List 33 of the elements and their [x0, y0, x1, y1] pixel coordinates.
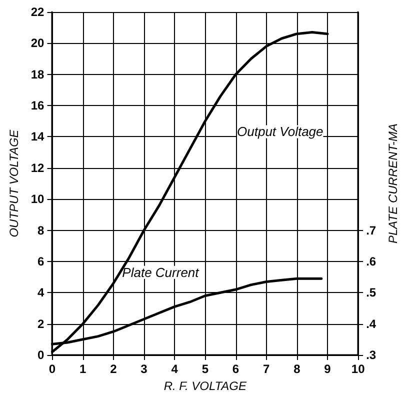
x-tick-label: 9 [324, 362, 332, 376]
y2-tick-label: .6 [366, 254, 376, 268]
x-tick-label: 10 [351, 362, 366, 376]
x-axis-title: R. F. VOLTAGE [164, 378, 248, 393]
y2-tick-label: .7 [366, 223, 376, 238]
annotation: Plate Current [122, 264, 200, 280]
y-axis-title: OUTPUT VOLTAGE [7, 128, 21, 238]
y-tick-label: 16 [30, 98, 45, 113]
y2-tick-label: .3 [366, 348, 376, 362]
x-tick-label: 2 [110, 362, 118, 376]
y-tick-label: 10 [30, 192, 45, 206]
x-tick-label: 8 [294, 362, 301, 376]
y-tick-label: 12 [30, 160, 45, 175]
y2-tick-label: .5 [366, 286, 376, 300]
y-tick-label: 4 [38, 286, 45, 300]
y-tick-label: 18 [30, 67, 45, 82]
x-tick-label: 0 [48, 362, 56, 376]
y-tick-label: 8 [38, 223, 45, 238]
y-tick-label: 14 [30, 130, 45, 144]
y-tick-label: 6 [38, 254, 45, 268]
y-tick-label: 22 [30, 5, 45, 19]
y2-tick-label: .4 [366, 316, 376, 331]
y2-axis-title: PLATE CURRENT-MA [386, 123, 400, 244]
y-tick-label: 20 [30, 36, 45, 50]
annotation: Output Voltage [237, 124, 324, 140]
x-tick-label: 7 [262, 362, 270, 376]
x-tick-label: 3 [140, 362, 148, 376]
x-tick-label: 6 [232, 362, 240, 376]
y-tick-label: 0 [38, 348, 45, 362]
x-tick-label: 1 [79, 362, 86, 376]
y-tick-label: 2 [38, 316, 45, 331]
x-tick-label: 4 [171, 362, 178, 376]
x-tick-label: 5 [202, 362, 209, 376]
